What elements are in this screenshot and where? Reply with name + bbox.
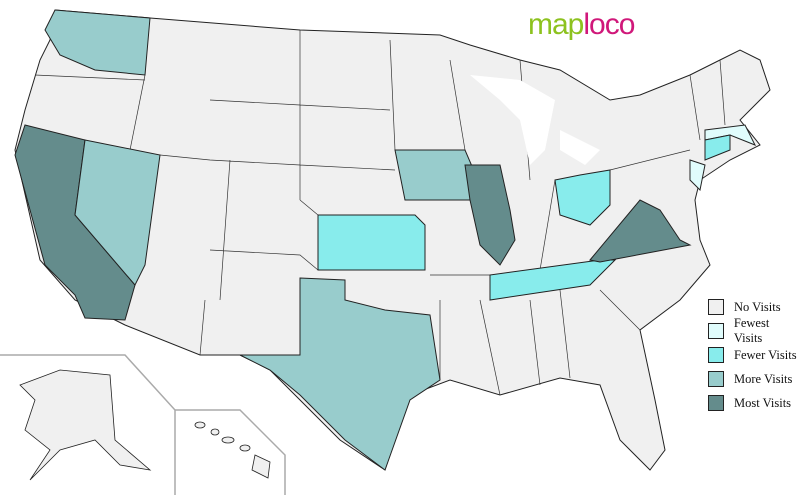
- state-texas: [239, 277, 441, 471]
- legend-label: Fewest Visits: [733, 316, 770, 345]
- legend-item: More Visits: [708, 367, 800, 391]
- state-hawaii: [194, 421, 271, 479]
- legend-label: Most Visits: [734, 395, 792, 410]
- state-alaska: [19, 369, 152, 481]
- legend-label: No Visits: [734, 299, 781, 314]
- legend-label: More Visits: [734, 371, 793, 386]
- legend-item: Fewest Visits: [708, 316, 800, 345]
- state-kansas: [317, 214, 426, 271]
- legend-swatch: [708, 395, 724, 411]
- legend-label: Fewer Visits: [734, 347, 797, 362]
- maploco-logo: maploco: [528, 8, 635, 41]
- state-illinois: [464, 164, 516, 266]
- state-connecticut: [704, 134, 731, 161]
- legend-item: No Visits: [708, 295, 800, 319]
- state-virginia: [589, 199, 692, 263]
- state-washington: [44, 9, 151, 76]
- state-nevada: [74, 139, 161, 286]
- lakes: [470, 75, 600, 165]
- state-borders: [34, 30, 726, 396]
- state-new-jersey: [689, 159, 706, 192]
- legend: No Visits Fewest Visits Fewer Visits More V…: [708, 295, 800, 415]
- legend-swatch: [708, 323, 724, 339]
- legend-swatch: [708, 371, 724, 387]
- state-ohio: [554, 169, 611, 226]
- legend-swatch: [708, 299, 724, 315]
- legend-swatch: [708, 347, 724, 363]
- legend-item: Fewer Visits: [708, 343, 800, 367]
- inset-frames: [0, 354, 286, 495]
- legend-item: Most Visits: [708, 391, 800, 415]
- state-tennessee: [489, 259, 617, 301]
